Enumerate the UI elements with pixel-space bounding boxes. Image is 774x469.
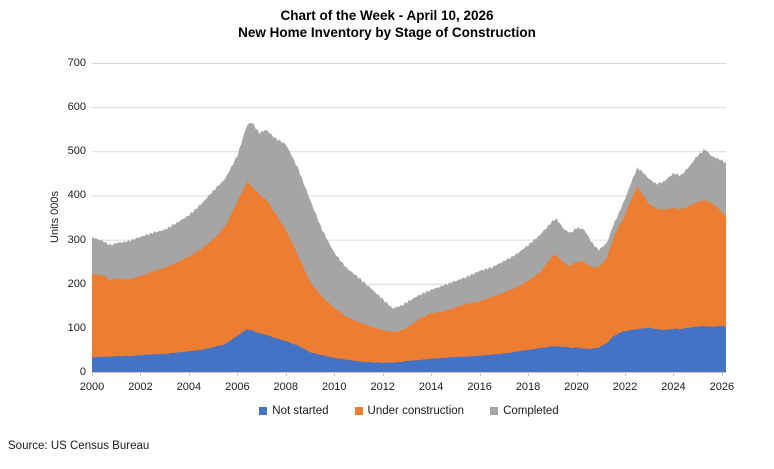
- x-axis-tick-label: 2004: [176, 381, 202, 393]
- y-axis-tick-label: 200: [67, 277, 86, 290]
- y-axis-tick-label: 100: [67, 321, 86, 334]
- stacked-area-plot: [92, 63, 726, 376]
- x-axis-tick-label: 2024: [661, 381, 686, 393]
- legend-swatch-under-construction: [354, 407, 363, 415]
- plot-area: [92, 63, 726, 376]
- x-axis-tick-label: 2026: [709, 381, 735, 393]
- y-axis-tick-label: 700: [67, 57, 86, 69]
- x-axis-tick-label: 2008: [273, 381, 299, 393]
- chart-title: Chart of the Week - April 10, 2026 New H…: [0, 7, 774, 41]
- legend-swatch-completed: [490, 407, 499, 415]
- x-axis-tick-label: 2012: [370, 381, 395, 393]
- x-axis-tick-label: 2000: [79, 381, 105, 393]
- legend-label: Under construction: [367, 405, 465, 417]
- x-axis-tick-label: 2010: [322, 381, 347, 393]
- source-note: Source: US Census Bureau: [8, 440, 150, 452]
- y-axis-tick-label: 600: [67, 101, 86, 114]
- x-axis-tick-label: 2020: [564, 381, 589, 393]
- legend-label: Completed: [503, 405, 559, 417]
- legend-label: Not started: [272, 405, 329, 417]
- area-not-started: [92, 325, 726, 372]
- legend-item: Not started: [259, 405, 329, 417]
- chart-title-line1: Chart of the Week - April 10, 2026: [280, 8, 494, 23]
- legend-item: Completed: [490, 405, 559, 417]
- y-axis-tick-label: 500: [67, 145, 86, 158]
- x-axis-tick-label: 2022: [612, 381, 638, 393]
- x-axis-tick-label: 2018: [515, 381, 541, 393]
- legend-item: Under construction: [354, 405, 465, 417]
- chart-title-line2: New Home Inventory by Stage of Construct…: [238, 25, 536, 40]
- y-axis-tick-label: 0: [79, 366, 86, 378]
- y-axis-tick-label: 300: [67, 233, 86, 246]
- x-axis-tick-label: 2006: [225, 381, 250, 393]
- x-axis-tick-label: 2016: [467, 381, 492, 393]
- legend-swatch-not-started: [259, 407, 268, 415]
- area-under-construction: [92, 181, 726, 372]
- legend: Not started Under construction Completed: [92, 405, 726, 417]
- x-axis-tick-label: 2002: [128, 381, 153, 393]
- x-axis-tick-label: 2014: [418, 381, 444, 393]
- y-axis-tick-label: 400: [67, 189, 86, 202]
